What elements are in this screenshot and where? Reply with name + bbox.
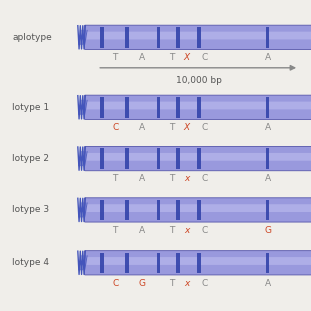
- Text: C: C: [112, 123, 118, 132]
- Text: A: A: [139, 226, 145, 235]
- Text: T: T: [169, 226, 175, 235]
- Text: lotype 3: lotype 3: [12, 206, 49, 214]
- FancyBboxPatch shape: [84, 146, 311, 171]
- FancyBboxPatch shape: [84, 198, 311, 222]
- Text: x: x: [184, 279, 190, 288]
- Bar: [176, 253, 180, 273]
- Bar: [176, 27, 180, 48]
- Bar: [100, 253, 104, 273]
- Text: G: G: [139, 279, 146, 288]
- Bar: [0, 181, 71, 239]
- Bar: [157, 200, 160, 220]
- Text: lotype 1: lotype 1: [12, 103, 49, 112]
- Text: A: A: [139, 123, 145, 132]
- Text: A: A: [139, 53, 145, 62]
- Bar: [157, 148, 160, 169]
- Text: T: T: [169, 123, 175, 132]
- Text: G: G: [264, 226, 271, 235]
- Bar: [197, 253, 201, 273]
- Text: T: T: [169, 53, 175, 62]
- Bar: [157, 97, 160, 118]
- Bar: [266, 97, 269, 118]
- Text: x: x: [184, 174, 190, 183]
- Bar: [125, 253, 129, 273]
- Text: A: A: [265, 123, 271, 132]
- Text: A: A: [265, 174, 271, 183]
- Text: A: A: [139, 174, 145, 183]
- Text: C: C: [202, 53, 208, 62]
- Bar: [125, 27, 129, 48]
- Bar: [125, 200, 129, 220]
- Bar: [176, 200, 180, 220]
- FancyBboxPatch shape: [86, 32, 311, 39]
- Bar: [100, 200, 104, 220]
- Bar: [157, 27, 160, 48]
- Bar: [100, 148, 104, 169]
- Bar: [197, 97, 201, 118]
- Bar: [266, 27, 269, 48]
- Text: lotype 4: lotype 4: [12, 258, 49, 267]
- FancyBboxPatch shape: [86, 102, 311, 109]
- FancyBboxPatch shape: [86, 153, 311, 161]
- Text: x: x: [184, 226, 190, 235]
- Text: T: T: [169, 174, 175, 183]
- Text: C: C: [202, 226, 208, 235]
- Bar: [266, 200, 269, 220]
- Text: C: C: [112, 279, 118, 288]
- Bar: [266, 253, 269, 273]
- Bar: [157, 253, 160, 273]
- Bar: [197, 148, 201, 169]
- FancyBboxPatch shape: [86, 257, 311, 265]
- Bar: [0, 79, 71, 136]
- Text: T: T: [113, 53, 118, 62]
- FancyBboxPatch shape: [84, 25, 311, 49]
- Bar: [0, 9, 71, 66]
- Bar: [125, 148, 129, 169]
- FancyBboxPatch shape: [84, 251, 311, 275]
- Text: C: C: [202, 174, 208, 183]
- Text: C: C: [202, 123, 208, 132]
- Text: X: X: [184, 123, 190, 132]
- Text: T: T: [169, 279, 175, 288]
- Text: X: X: [184, 53, 190, 62]
- Text: T: T: [113, 174, 118, 183]
- Bar: [0, 234, 71, 291]
- Bar: [176, 97, 180, 118]
- Text: aplotype: aplotype: [12, 33, 52, 42]
- Text: A: A: [265, 53, 271, 62]
- Text: A: A: [265, 279, 271, 288]
- FancyBboxPatch shape: [86, 204, 311, 212]
- Bar: [0, 130, 71, 187]
- Bar: [266, 148, 269, 169]
- Bar: [100, 97, 104, 118]
- Bar: [197, 27, 201, 48]
- Text: T: T: [113, 226, 118, 235]
- Text: C: C: [202, 279, 208, 288]
- FancyBboxPatch shape: [84, 95, 311, 119]
- Bar: [176, 148, 180, 169]
- Text: lotype 2: lotype 2: [12, 154, 49, 163]
- Bar: [125, 97, 129, 118]
- Bar: [100, 27, 104, 48]
- Text: 10,000 bp: 10,000 bp: [176, 76, 222, 85]
- Bar: [197, 200, 201, 220]
